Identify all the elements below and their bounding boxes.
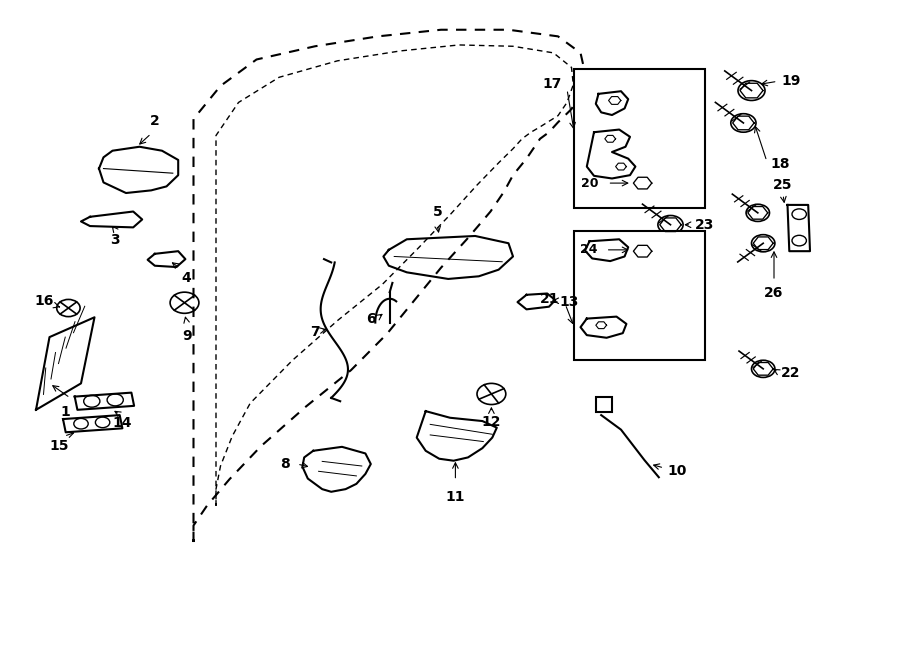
Text: 16: 16	[34, 294, 54, 309]
Text: 11: 11	[446, 490, 465, 504]
Text: 22: 22	[781, 366, 801, 381]
Text: 17: 17	[542, 77, 562, 91]
Text: 13: 13	[560, 295, 580, 309]
Text: 5: 5	[433, 206, 442, 219]
Text: 9: 9	[183, 329, 192, 343]
Bar	[574, 69, 705, 208]
Text: 7: 7	[310, 325, 320, 339]
Bar	[574, 231, 705, 360]
Text: 14: 14	[112, 416, 132, 430]
Text: 10: 10	[668, 463, 688, 478]
Text: 24: 24	[580, 243, 597, 256]
Text: 1: 1	[61, 405, 70, 418]
Text: 2: 2	[150, 114, 159, 128]
Text: 20: 20	[580, 177, 598, 190]
Bar	[596, 397, 612, 412]
Text: 6: 6	[366, 311, 375, 326]
Text: 21: 21	[540, 292, 560, 306]
Text: 3: 3	[111, 233, 120, 247]
Text: 12: 12	[482, 415, 501, 429]
Text: 4: 4	[182, 271, 192, 285]
Text: 25: 25	[773, 178, 793, 192]
Text: 15: 15	[50, 439, 69, 453]
Text: 19: 19	[781, 73, 801, 88]
Text: 8: 8	[280, 457, 290, 471]
Text: 26: 26	[764, 286, 784, 299]
Text: 23: 23	[695, 217, 715, 232]
Text: 18: 18	[770, 157, 790, 171]
